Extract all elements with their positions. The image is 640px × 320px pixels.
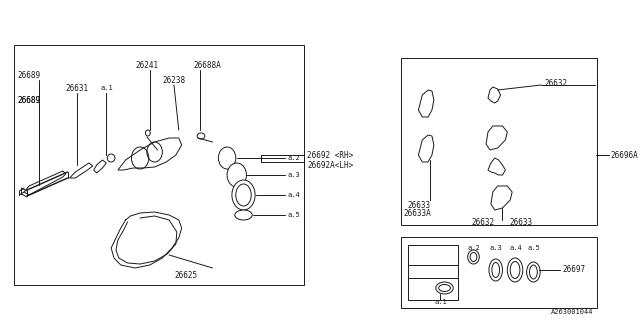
Polygon shape <box>488 87 500 103</box>
Text: 26632: 26632 <box>472 218 495 227</box>
Ellipse shape <box>227 163 246 187</box>
Ellipse shape <box>492 262 500 277</box>
Polygon shape <box>419 135 434 162</box>
Ellipse shape <box>489 259 502 281</box>
Polygon shape <box>24 171 66 195</box>
Text: 26692A<LH>: 26692A<LH> <box>307 161 353 170</box>
Ellipse shape <box>470 252 477 261</box>
Ellipse shape <box>218 147 236 169</box>
Polygon shape <box>70 163 93 178</box>
Text: a.2: a.2 <box>288 155 301 161</box>
Text: a.1: a.1 <box>100 85 113 91</box>
Text: a.4: a.4 <box>509 245 522 251</box>
Text: 26238: 26238 <box>163 76 186 84</box>
Polygon shape <box>488 158 506 175</box>
Polygon shape <box>93 160 106 173</box>
Text: 26632: 26632 <box>544 78 567 87</box>
Text: a.4: a.4 <box>288 192 301 198</box>
Text: 26241: 26241 <box>135 60 159 69</box>
Polygon shape <box>419 90 434 117</box>
Text: a.1: a.1 <box>435 299 447 305</box>
Ellipse shape <box>438 284 451 292</box>
Ellipse shape <box>468 250 479 264</box>
Text: a.5: a.5 <box>527 245 540 251</box>
Text: 26633A: 26633A <box>404 209 431 218</box>
Text: A263001044: A263001044 <box>551 309 593 315</box>
Polygon shape <box>491 186 512 210</box>
Ellipse shape <box>232 180 255 210</box>
Ellipse shape <box>108 154 115 162</box>
Ellipse shape <box>436 282 453 294</box>
Text: 26625: 26625 <box>174 270 197 279</box>
Text: 26633: 26633 <box>408 201 431 210</box>
Bar <box>401 58 597 225</box>
Text: 26689: 26689 <box>17 70 40 79</box>
Text: 26692 <RH>: 26692 <RH> <box>307 150 353 159</box>
Text: a.3: a.3 <box>288 172 301 178</box>
Bar <box>408 245 458 300</box>
Text: a.2: a.2 <box>468 245 481 251</box>
Text: 26689: 26689 <box>17 95 40 105</box>
Text: 26689: 26689 <box>17 95 40 105</box>
Bar <box>401 237 597 308</box>
Ellipse shape <box>508 258 523 282</box>
Ellipse shape <box>236 184 252 206</box>
Text: 26631: 26631 <box>66 84 89 92</box>
Ellipse shape <box>529 265 537 279</box>
Text: 26633: 26633 <box>509 218 532 227</box>
Ellipse shape <box>235 210 252 220</box>
Ellipse shape <box>527 262 540 282</box>
Text: a.3: a.3 <box>490 245 502 251</box>
Ellipse shape <box>510 261 520 278</box>
Polygon shape <box>486 126 508 150</box>
Text: 26696A: 26696A <box>611 150 639 159</box>
Polygon shape <box>118 138 182 170</box>
Bar <box>15 45 305 285</box>
Text: 26697: 26697 <box>563 266 586 275</box>
Ellipse shape <box>145 130 150 136</box>
Ellipse shape <box>197 133 205 139</box>
Text: 26688A: 26688A <box>193 60 221 69</box>
Text: a.5: a.5 <box>288 212 301 218</box>
